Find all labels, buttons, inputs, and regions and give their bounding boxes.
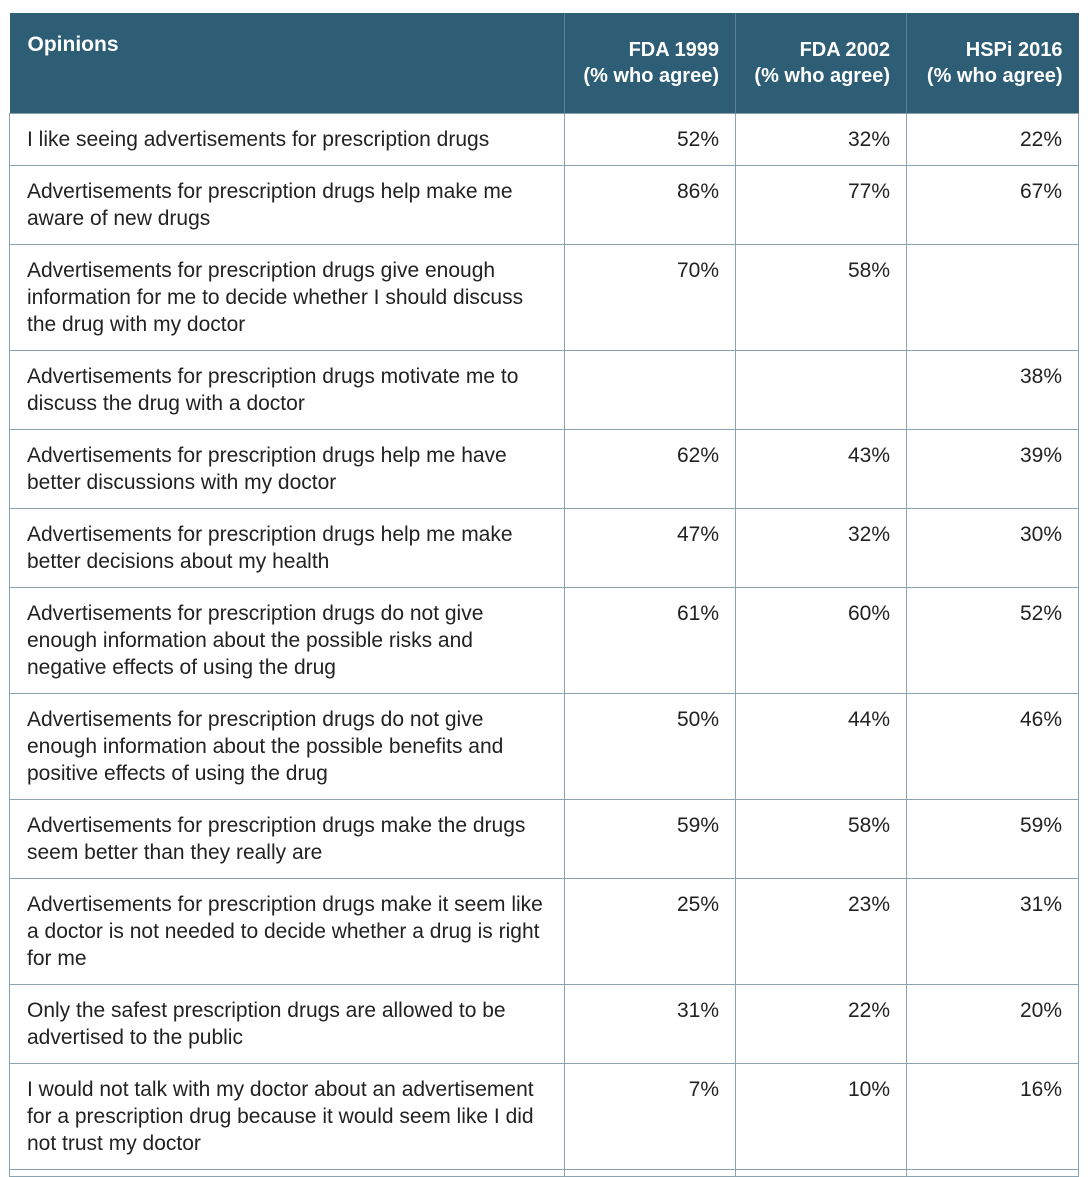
hspi-2016-cell: 22%	[906, 113, 1079, 166]
fda-1999-cell: 25%	[564, 878, 736, 985]
fda-2002-cell: 32%	[735, 508, 907, 588]
hspi-2016-cell: 20%	[906, 984, 1079, 1064]
hspi-2016-cell: 38%	[906, 350, 1079, 430]
opinion-cell: Advertisements for prescription drugs he…	[9, 429, 565, 509]
fda-1999-cell: 59%	[564, 799, 736, 879]
header-row: Opinions FDA 1999 (% who agree) FDA 2002…	[9, 13, 1079, 114]
fda-2002-cell: 77%	[735, 165, 907, 245]
header-hspi-2016-subtitle: (% who agree)	[926, 65, 1063, 87]
header-fda-1999-subtitle: (% who agree)	[583, 65, 719, 87]
opinions-table-container: Opinions FDA 1999 (% who agree) FDA 2002…	[9, 13, 1079, 1177]
table-row: Advertisements for prescription drugs do…	[9, 587, 1079, 694]
table-row: Advertisements for prescription drugs he…	[9, 508, 1079, 588]
opinion-cell: Only the safest prescription drugs are a…	[9, 984, 565, 1064]
hspi-2016-cell: 39%	[906, 429, 1079, 509]
header-opinions-label: Opinions	[27, 33, 119, 56]
header-fda-1999: FDA 1999 (% who agree)	[564, 13, 736, 114]
fda-2002-cell-empty	[735, 1169, 907, 1177]
fda-1999-cell: 7%	[564, 1063, 736, 1170]
table-row-partial	[9, 1169, 1079, 1177]
table-row: Advertisements for prescription drugs ma…	[9, 878, 1079, 985]
opinion-cell: Advertisements for prescription drugs mo…	[9, 350, 565, 430]
fda-2002-cell: 23%	[735, 878, 907, 985]
table-row: Advertisements for prescription drugs he…	[9, 429, 1079, 509]
fda-1999-cell-empty	[564, 1169, 736, 1177]
header-hspi-2016: HSPi 2016 (% who agree)	[906, 13, 1079, 114]
fda-1999-cell	[564, 350, 736, 430]
opinion-cell: Advertisements for prescription drugs do…	[9, 693, 565, 800]
header-opinions: Opinions	[9, 13, 565, 114]
hspi-2016-cell: 67%	[906, 165, 1079, 245]
table-row: I like seeing advertisements for prescri…	[9, 113, 1079, 166]
fda-2002-cell: 10%	[735, 1063, 907, 1170]
opinion-cell: Advertisements for prescription drugs he…	[9, 508, 565, 588]
hspi-2016-cell: 52%	[906, 587, 1079, 694]
opinion-cell: I would not talk with my doctor about an…	[9, 1063, 565, 1170]
fda-1999-cell: 70%	[564, 244, 736, 351]
table-row: Advertisements for prescription drugs ma…	[9, 799, 1079, 879]
hspi-2016-cell: 46%	[906, 693, 1079, 800]
fda-1999-cell: 61%	[564, 587, 736, 694]
opinion-cell: Advertisements for prescription drugs do…	[9, 587, 565, 694]
hspi-2016-cell-empty	[906, 1169, 1079, 1177]
table-row: Advertisements for prescription drugs do…	[9, 693, 1079, 800]
header-hspi-2016-title: HSPi 2016	[965, 39, 1063, 61]
fda-2002-cell: 58%	[735, 244, 907, 351]
fda-1999-cell: 62%	[564, 429, 736, 509]
table-row: Advertisements for prescription drugs gi…	[9, 244, 1079, 351]
opinion-cell: Advertisements for prescription drugs he…	[9, 165, 565, 245]
table-row: Only the safest prescription drugs are a…	[9, 984, 1079, 1064]
opinion-cell-empty	[9, 1169, 565, 1177]
table-row: Advertisements for prescription drugs mo…	[9, 350, 1079, 430]
fda-2002-cell: 43%	[735, 429, 907, 509]
hspi-2016-cell	[906, 244, 1079, 351]
fda-2002-cell: 32%	[735, 113, 907, 166]
opinion-cell: I like seeing advertisements for prescri…	[9, 113, 565, 166]
fda-1999-cell: 47%	[564, 508, 736, 588]
header-fda-2002-title: FDA 2002	[799, 39, 890, 61]
header-fda-1999-title: FDA 1999	[628, 39, 719, 61]
fda-2002-cell: 22%	[735, 984, 907, 1064]
opinions-table: Opinions FDA 1999 (% who agree) FDA 2002…	[9, 13, 1079, 1177]
table-row: Advertisements for prescription drugs he…	[9, 165, 1079, 245]
fda-1999-cell: 31%	[564, 984, 736, 1064]
table-row: I would not talk with my doctor about an…	[9, 1063, 1079, 1170]
fda-2002-cell	[735, 350, 907, 430]
opinion-cell: Advertisements for prescription drugs gi…	[9, 244, 565, 351]
opinion-cell: Advertisements for prescription drugs ma…	[9, 799, 565, 879]
hspi-2016-cell: 59%	[906, 799, 1079, 879]
header-fda-2002-subtitle: (% who agree)	[754, 65, 890, 87]
header-fda-2002: FDA 2002 (% who agree)	[735, 13, 907, 114]
fda-2002-cell: 44%	[735, 693, 907, 800]
opinion-cell: Advertisements for prescription drugs ma…	[9, 878, 565, 985]
fda-2002-cell: 58%	[735, 799, 907, 879]
fda-1999-cell: 50%	[564, 693, 736, 800]
hspi-2016-cell: 16%	[906, 1063, 1079, 1170]
hspi-2016-cell: 30%	[906, 508, 1079, 588]
fda-2002-cell: 60%	[735, 587, 907, 694]
fda-1999-cell: 52%	[564, 113, 736, 166]
hspi-2016-cell: 31%	[906, 878, 1079, 985]
fda-1999-cell: 86%	[564, 165, 736, 245]
